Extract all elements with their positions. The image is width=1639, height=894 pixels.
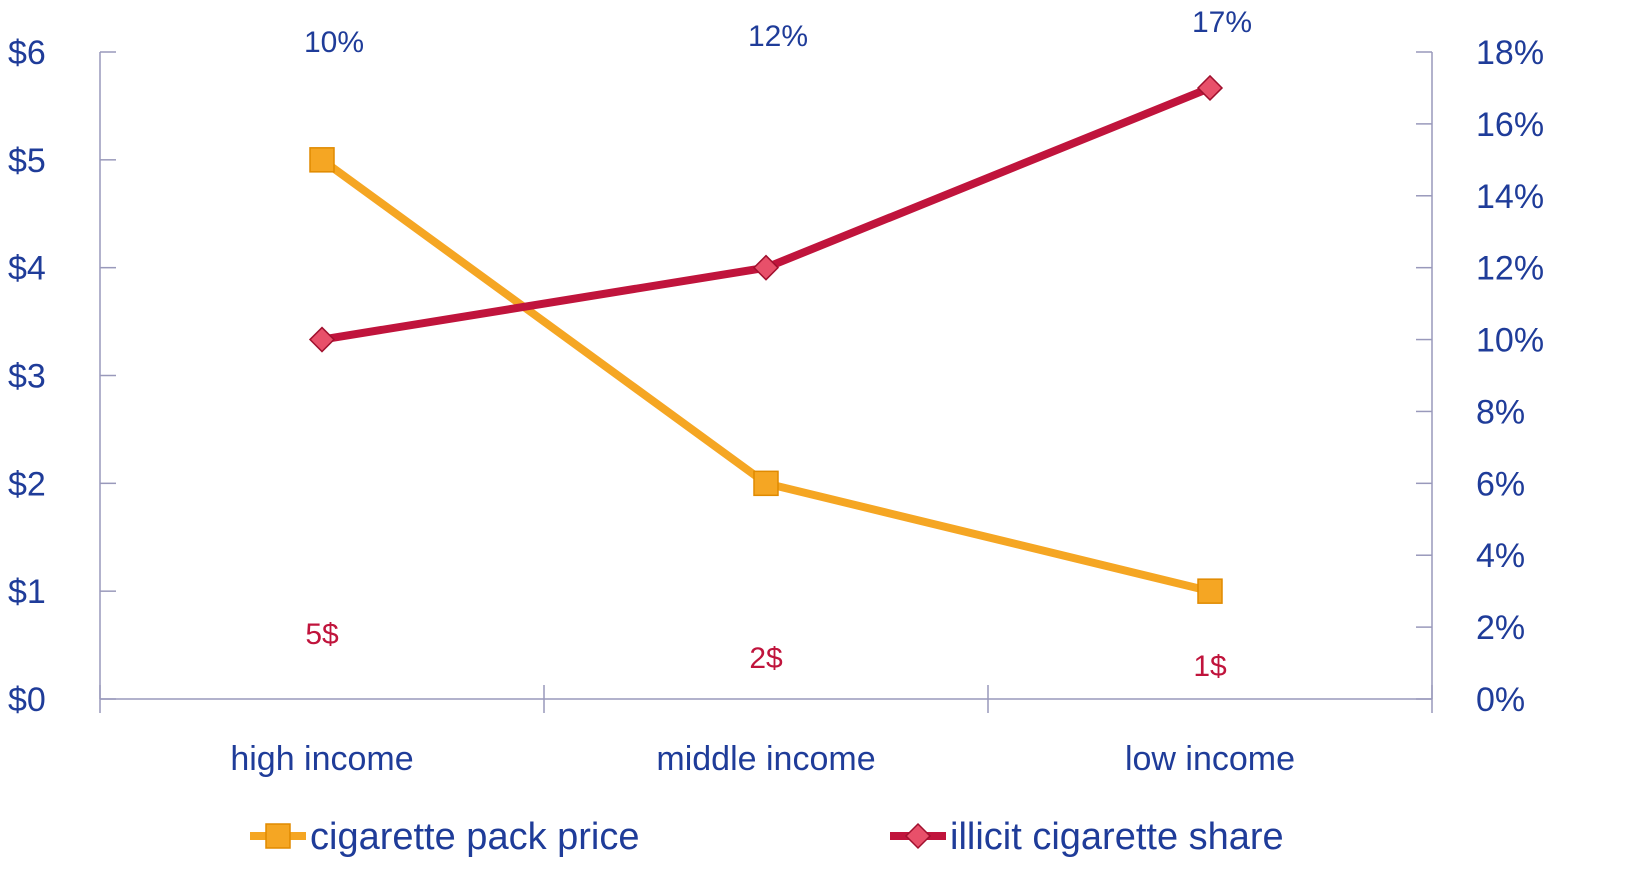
top-data-label: 17% [1192, 6, 1252, 39]
series-2-point [1196, 74, 1224, 102]
legend-item-2: illicit cigarette share [890, 816, 1284, 858]
right-axis-tick-label: 8% [1476, 393, 1525, 431]
legend-label: illicit cigarette share [950, 816, 1284, 858]
right-axis-tick-label: 16% [1476, 106, 1544, 144]
series-1-point [753, 470, 779, 497]
right-axis-tick-label: 10% [1476, 322, 1544, 360]
right-axis-ticks: 0% 2% 4% 6% 8% 10% 12% 14% 16% 18% [1416, 34, 1544, 719]
left-axis-tick-label: $1 [8, 573, 46, 611]
bottom-data-label: 1$ [1193, 650, 1227, 683]
x-axis-tick-label: high income [230, 740, 413, 778]
bottom-data-label: 5$ [305, 618, 339, 651]
left-axis-tick-label: $0 [8, 681, 46, 719]
right-axis-tick-label: 18% [1476, 34, 1544, 72]
axes [99, 52, 1433, 700]
legend: cigarette pack price illicit cigarette sh… [250, 816, 1284, 858]
left-axis-tick-label: $6 [8, 34, 46, 72]
left-axis-tick-label: $2 [8, 465, 46, 503]
series-lines [319, 84, 1212, 596]
legend-swatch-marker [904, 822, 932, 850]
series-1-point [1197, 578, 1223, 604]
series-line-1 [319, 156, 1211, 596]
left-axis-tick-label: $3 [8, 358, 46, 396]
series-1-point [309, 147, 335, 173]
series-2-point [752, 254, 780, 281]
right-axis-tick-label: 2% [1476, 609, 1525, 647]
top-data-label: 10% [304, 26, 364, 59]
right-axis-tick-label: 4% [1476, 537, 1525, 575]
legend-label: cigarette pack price [310, 816, 640, 858]
series-line-2 [321, 84, 1212, 344]
left-axis-ticks: $0 $1 $2 $3 $4 $5 $6 [8, 34, 116, 719]
top-data-label: 12% [748, 20, 808, 53]
right-axis-tick-label: 14% [1476, 178, 1544, 216]
series-2-point [308, 326, 336, 353]
x-axis-tick-label: middle income [656, 740, 875, 778]
left-axis-tick-label: $5 [8, 142, 46, 180]
legend-swatch-marker [265, 823, 291, 849]
left-axis-tick-label: $4 [8, 250, 46, 288]
x-axis-ticks: high income middle income low income [99, 685, 1433, 778]
bottom-data-label: 2$ [749, 642, 783, 675]
x-axis-tick-label: low income [1125, 740, 1295, 778]
legend-item-1: cigarette pack price [250, 816, 640, 858]
right-axis-tick-label: 6% [1476, 465, 1525, 503]
right-axis-tick-label: 0% [1476, 681, 1525, 719]
series-markers [308, 74, 1224, 604]
data-labels: 10% 12% 17% 5$ 2$ 1$ [304, 6, 1252, 683]
right-axis-tick-label: 12% [1476, 250, 1544, 288]
